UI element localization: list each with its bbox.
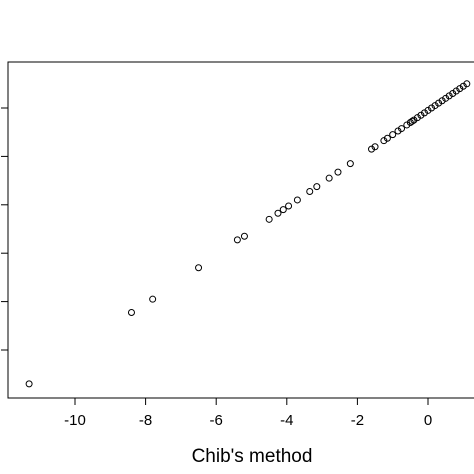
data-point bbox=[240, 232, 248, 240]
data-point bbox=[406, 119, 414, 127]
x-tick-label: -8 bbox=[139, 412, 152, 429]
data-point bbox=[456, 85, 464, 93]
x-tick-label: -2 bbox=[351, 412, 364, 429]
x-axis-title: Chib's method bbox=[192, 446, 313, 467]
data-point bbox=[306, 187, 314, 195]
data-point bbox=[413, 114, 421, 122]
data-points bbox=[25, 80, 471, 388]
data-point bbox=[445, 92, 453, 100]
x-tick-label: -6 bbox=[210, 412, 223, 429]
data-point bbox=[442, 94, 450, 102]
data-point bbox=[398, 125, 406, 133]
data-point bbox=[274, 209, 282, 217]
data-point bbox=[279, 206, 287, 214]
x-tick-label: -4 bbox=[280, 412, 293, 429]
data-point bbox=[452, 87, 460, 95]
data-point bbox=[383, 134, 391, 142]
data-point bbox=[403, 121, 411, 129]
x-tick-label: -10 bbox=[64, 412, 86, 429]
data-point bbox=[459, 82, 467, 90]
data-point bbox=[435, 99, 443, 107]
data-point bbox=[371, 143, 379, 151]
plot-frame bbox=[7, 61, 474, 399]
data-point bbox=[438, 97, 446, 105]
data-point bbox=[420, 109, 428, 117]
data-point bbox=[428, 104, 436, 112]
data-point bbox=[285, 202, 293, 210]
data-point bbox=[408, 117, 416, 125]
data-point bbox=[195, 264, 203, 272]
data-point bbox=[149, 295, 157, 303]
data-point bbox=[233, 236, 241, 244]
data-point bbox=[325, 174, 333, 182]
data-point bbox=[463, 80, 471, 88]
x-tick-label: 0 bbox=[424, 412, 432, 429]
data-point bbox=[424, 106, 432, 114]
data-point bbox=[334, 168, 342, 176]
x-axis: -10 -8 -6 -4 -2 0 bbox=[64, 398, 432, 429]
data-point bbox=[313, 183, 321, 191]
data-point bbox=[380, 137, 388, 145]
data-point bbox=[431, 102, 439, 110]
data-point bbox=[265, 215, 273, 223]
data-point bbox=[394, 127, 402, 135]
data-point bbox=[410, 116, 418, 124]
data-point bbox=[293, 196, 301, 204]
data-point bbox=[368, 145, 376, 153]
data-point bbox=[346, 160, 354, 168]
data-point bbox=[25, 380, 33, 388]
data-point bbox=[449, 89, 457, 97]
data-point bbox=[389, 131, 397, 139]
y-axis bbox=[1, 107, 8, 351]
data-point bbox=[127, 308, 135, 316]
data-point bbox=[417, 111, 425, 119]
